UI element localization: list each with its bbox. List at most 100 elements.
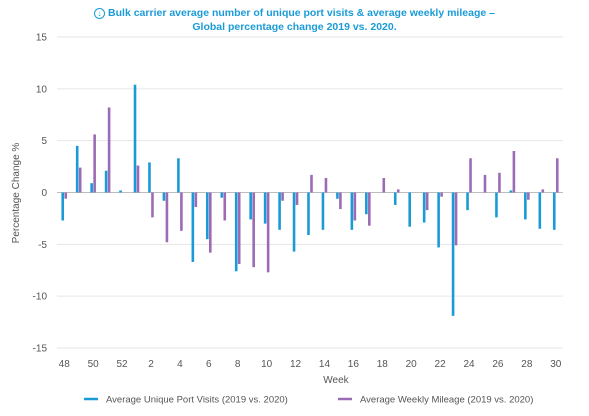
bar-weekly-mileage (64, 192, 68, 199)
bar-port-visits (61, 192, 65, 221)
y-axis-label: Percentage Change % (11, 143, 22, 244)
bar-weekly-mileage (454, 192, 458, 246)
x-axis-label: Week (323, 375, 349, 386)
bar-port-visits (307, 192, 310, 235)
legend-label: Average Weekly Mileage (2019 vs. 2020) (360, 395, 533, 406)
y-tick-label: -10 (33, 292, 48, 303)
bar-port-visits (263, 192, 267, 224)
bar-weekly-mileage (527, 192, 530, 200)
x-tick-label: 12 (290, 359, 302, 370)
bar-weekly-mileage (93, 134, 96, 193)
bar-port-visits (191, 192, 195, 262)
x-tick-label: 30 (550, 359, 562, 370)
bar-weekly-mileage (194, 192, 198, 208)
bar-weekly-mileage (310, 174, 313, 193)
bar-port-visits (466, 192, 469, 211)
chart-title: ↓ Bulk carrier average number of unique p… (0, 6, 589, 34)
bar-weekly-mileage (353, 192, 357, 221)
bar-port-visits (336, 192, 339, 199)
x-tick-label: 26 (492, 359, 504, 370)
bar-port-visits (538, 192, 542, 229)
bar-port-visits (495, 192, 498, 218)
bars (61, 84, 559, 316)
legend-label: Average Unique Port Visits (2019 vs. 202… (106, 395, 288, 406)
bar-weekly-mileage (541, 189, 545, 193)
x-tick-label: 50 (88, 359, 100, 370)
bar-port-visits (408, 192, 411, 227)
x-tick-label: 6 (206, 359, 212, 370)
chart-title-line-2: Global percentage change 2019 vs. 2020. (192, 21, 397, 33)
x-tick-label: 10 (261, 359, 273, 370)
bar-port-visits (104, 170, 108, 193)
bar-weekly-mileage (483, 174, 487, 193)
legend-item: Average Unique Port Visits (2019 vs. 202… (84, 395, 288, 406)
y-tick-labels: 15 10 5 0 -5 -10 -15 (33, 33, 48, 355)
bar-port-visits (177, 158, 180, 193)
gridlines (57, 36, 563, 349)
bar-port-visits (75, 145, 79, 193)
bar-port-visits (249, 192, 252, 220)
bar-weekly-mileage (382, 177, 386, 193)
bar-weekly-mileage (78, 167, 82, 193)
bar-port-visits (422, 192, 426, 223)
title-line-1-text: Bulk carrier average number of unique po… (108, 7, 495, 19)
bar-port-visits (321, 192, 325, 230)
bar-port-visits (437, 192, 440, 248)
x-tick-label: 52 (116, 359, 128, 370)
x-tick-label: 24 (463, 359, 475, 370)
bar-weekly-mileage (295, 192, 299, 205)
y-tick-label: 10 (36, 84, 48, 95)
y-tick-label: -5 (38, 240, 47, 251)
x-tick-label: 16 (348, 359, 360, 370)
bar-weekly-mileage (440, 192, 443, 197)
bar-port-visits (119, 190, 122, 193)
y-tick-label: -15 (33, 344, 48, 355)
bar-port-visits (278, 192, 281, 230)
bar-port-visits (451, 192, 455, 316)
bar-weekly-mileage (368, 192, 371, 226)
bar-port-visits (133, 84, 137, 193)
legend: Average Unique Port Visits (2019 vs. 202… (84, 395, 533, 406)
bar-weekly-mileage (151, 192, 154, 218)
bar-weekly-mileage (396, 189, 400, 193)
bar-port-visits (206, 192, 209, 240)
bar-weekly-mileage (223, 192, 227, 221)
bar-weekly-mileage (281, 192, 284, 201)
bar-port-visits (234, 192, 238, 272)
bar-weekly-mileage (180, 192, 183, 231)
bar-weekly-mileage (425, 192, 429, 211)
bar-port-visits (90, 183, 93, 193)
bar-port-visits (393, 192, 397, 205)
x-tick-label: 28 (521, 359, 533, 370)
download-circle-icon[interactable]: ↓ (94, 8, 106, 19)
bar-port-visits (220, 192, 224, 198)
x-tick-label: 8 (235, 359, 241, 370)
bar-weekly-mileage (209, 192, 212, 253)
bar-port-visits (552, 192, 556, 230)
x-tick-label: 48 (59, 359, 71, 370)
bar-port-visits (292, 192, 296, 252)
bar-port-visits (524, 192, 527, 220)
y-tick-label: 5 (41, 136, 47, 147)
bar-weekly-mileage (136, 165, 140, 193)
bar-weekly-mileage (469, 158, 472, 193)
legend-item: Average Weekly Mileage (2019 vs. 2020) (338, 395, 533, 406)
chart-title-line-1: ↓ Bulk carrier average number of unique p… (0, 6, 589, 20)
bar-weekly-mileage (266, 192, 270, 273)
y-tick-label: 0 (41, 188, 47, 199)
x-tick-label: 14 (319, 359, 331, 370)
bar-port-visits (148, 162, 151, 193)
bar-weekly-mileage (498, 172, 501, 193)
bar-weekly-mileage (165, 192, 169, 243)
bar-weekly-mileage (237, 192, 241, 265)
bar-port-visits (509, 190, 513, 193)
x-tick-label: 2 (148, 359, 154, 370)
x-tick-label: 4 (177, 359, 183, 370)
bar-weekly-mileage (252, 192, 255, 268)
bar-weekly-mileage (107, 107, 111, 193)
bar-port-visits (162, 192, 166, 201)
x-tick-labels: 48 50 52 2 4 6 8 10 12 14 16 18 20 22 24 26 28 30 (59, 359, 562, 370)
bar-weekly-mileage (512, 151, 516, 193)
bar-weekly-mileage (555, 158, 559, 193)
